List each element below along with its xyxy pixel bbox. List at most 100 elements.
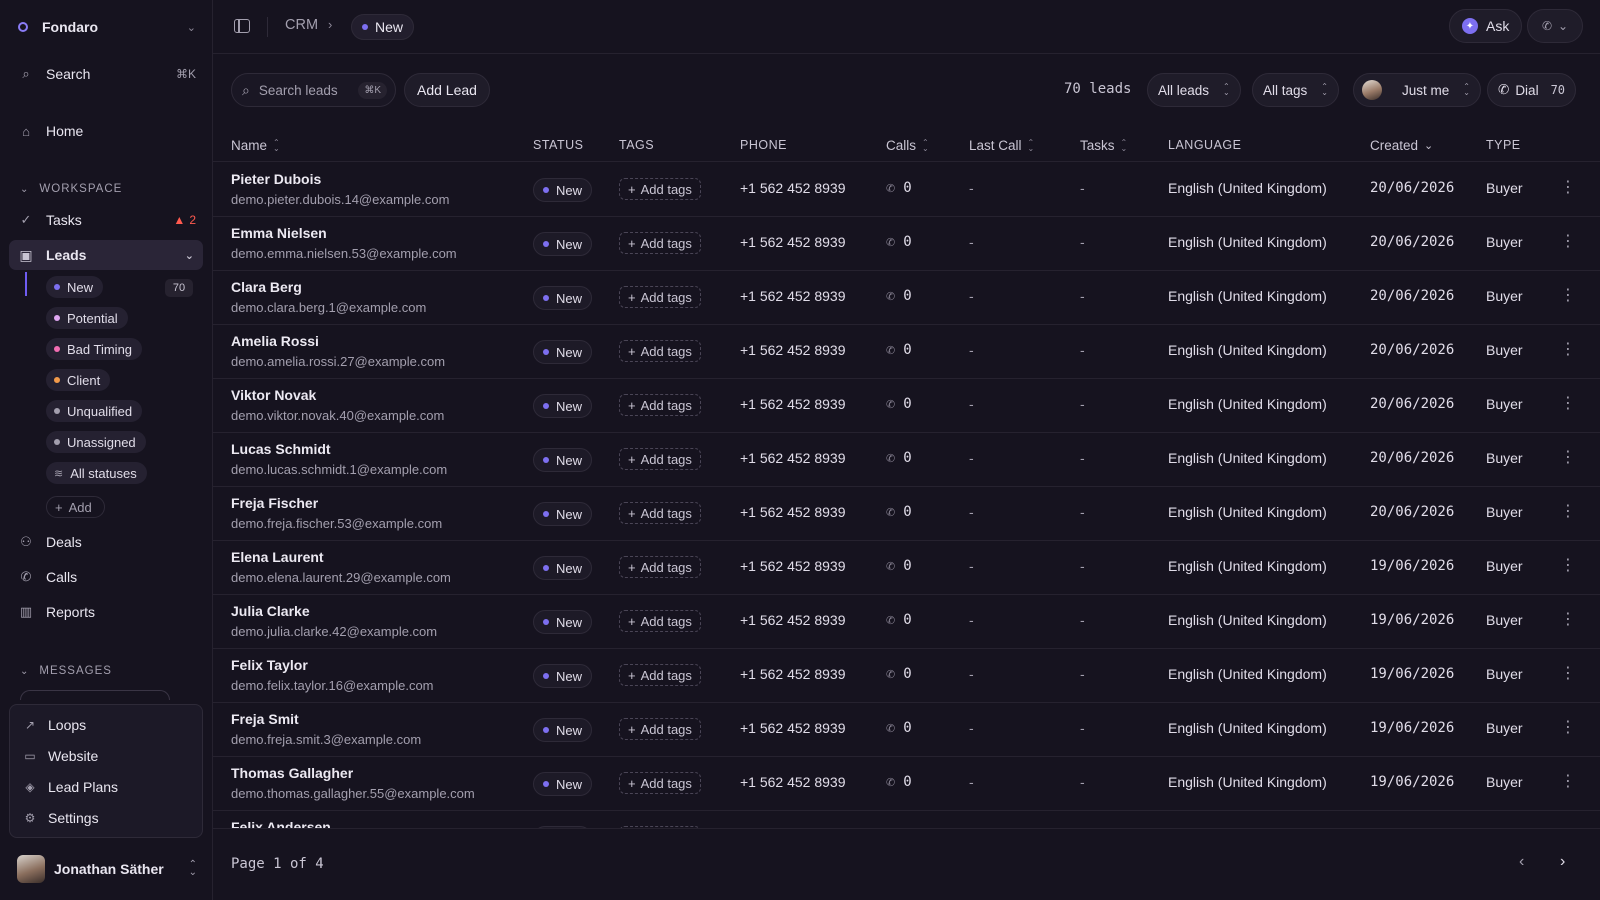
lead-name[interactable]: Julia Clarke (231, 603, 310, 619)
status-filter-unqualified[interactable]: Unqualified (46, 400, 143, 422)
workspace-section-header[interactable]: ⌄ WORKSPACE (20, 183, 122, 195)
table-row[interactable]: Felix Andersen New + Add tags ✆ ⋮ (213, 811, 1600, 828)
table-row[interactable]: Freja Fischer demo.freja.fischer.53@exam… (213, 487, 1600, 541)
lead-phone[interactable]: +1 562 452 8939 (740, 774, 846, 790)
lead-phone[interactable]: +1 562 452 8939 (740, 180, 846, 196)
status-filter-all[interactable]: ≋ All statuses (46, 462, 147, 484)
status-badge[interactable]: New (533, 394, 593, 418)
breadcrumb-current[interactable]: New (351, 14, 415, 40)
add-tags-button[interactable]: + Add tags (619, 502, 701, 524)
more-options-icon[interactable]: ⋮ (1560, 179, 1576, 196)
workspace-switcher[interactable]: Fondaro ⌄ (18, 16, 196, 38)
column-header-tasks[interactable]: Tasks ⌃ ⌄ (1080, 138, 1127, 153)
phone-menu-button[interactable]: ✆ ⌄ (1527, 9, 1583, 43)
next-page-icon[interactable]: › (1560, 853, 1566, 870)
add-tags-button[interactable]: + Add tags (619, 556, 701, 578)
user-menu[interactable]: Jonathan Säther ⌃ ⌄ (17, 855, 197, 883)
add-tags-button[interactable]: + Add tags (619, 448, 701, 470)
column-header-created[interactable]: Created ⌄ (1370, 138, 1433, 153)
search-leads[interactable]: ⌕ ⌘K (231, 73, 396, 107)
search-input[interactable] (258, 82, 347, 98)
add-status-button[interactable]: + Add (46, 496, 105, 518)
prev-page-icon[interactable]: ‹ (1519, 853, 1525, 870)
add-tags-button[interactable]: + Add tags (619, 178, 701, 200)
lead-phone[interactable]: +1 562 452 8939 (740, 504, 846, 520)
add-lead-button[interactable]: Add Lead (404, 73, 490, 107)
more-options-icon[interactable]: ⋮ (1560, 503, 1576, 520)
lead-phone[interactable]: +1 562 452 8939 (740, 396, 846, 412)
table-row[interactable]: Julia Clarke demo.julia.clarke.42@exampl… (213, 595, 1600, 649)
table-row[interactable]: Pieter Dubois demo.pieter.dubois.14@exam… (213, 163, 1600, 217)
filter-owner[interactable]: Just me ⌃ ⌄ (1353, 73, 1481, 107)
status-badge[interactable]: New (533, 232, 593, 256)
status-filter-new[interactable]: New (46, 276, 104, 298)
status-badge[interactable]: New (533, 448, 593, 472)
more-options-icon[interactable]: ⋮ (1560, 395, 1576, 412)
sidebar-item-home[interactable]: ⌂ Home (18, 116, 196, 146)
filter-tags[interactable]: All tags ⌃ ⌄ (1252, 73, 1339, 107)
status-filter-unassigned[interactable]: Unassigned (46, 431, 146, 453)
lead-name[interactable]: Lucas Schmidt (231, 441, 331, 457)
status-badge[interactable]: New (533, 502, 593, 526)
more-options-icon[interactable]: ⋮ (1560, 611, 1576, 628)
messages-section-header[interactable]: ⌄ MESSAGES (20, 665, 112, 677)
more-options-icon[interactable]: ⋮ (1560, 719, 1576, 736)
column-header-last-call[interactable]: Last Call ⌃ ⌄ (969, 138, 1034, 153)
breadcrumb-crm[interactable]: CRM (285, 17, 319, 33)
lead-phone[interactable]: +1 562 452 8939 (740, 342, 846, 358)
menu-item-website[interactable]: ▭ Website (22, 744, 98, 768)
status-filter-client[interactable]: Client (46, 369, 111, 391)
lead-name[interactable]: Thomas Gallagher (231, 765, 354, 781)
add-tags-button[interactable]: + Add tags (619, 286, 701, 308)
sidebar-item-deals[interactable]: ⚇ Deals (18, 527, 196, 557)
more-options-icon[interactable]: ⋮ (1560, 825, 1576, 828)
sidebar-item-reports[interactable]: ▥ Reports (18, 597, 196, 627)
add-tags-button[interactable]: + Add tags (619, 232, 701, 254)
table-row[interactable]: Felix Taylor demo.felix.taylor.16@exampl… (213, 649, 1600, 703)
status-badge[interactable]: New (533, 772, 593, 796)
lead-phone[interactable]: +1 562 452 8939 (740, 720, 846, 736)
lead-name[interactable]: Felix Taylor (231, 657, 308, 673)
more-options-icon[interactable]: ⋮ (1560, 449, 1576, 466)
status-filter-bad-timing[interactable]: Bad Timing (46, 338, 143, 360)
sidebar-item-tasks[interactable]: ✓ Tasks ▲ 2 (18, 205, 196, 235)
filter-leads[interactable]: All leads ⌃ ⌄ (1147, 73, 1241, 107)
status-badge[interactable]: New (533, 340, 593, 364)
sidebar-item-calls[interactable]: ✆ Calls (18, 562, 196, 592)
add-tags-button[interactable]: + Add tags (619, 664, 701, 686)
table-row[interactable]: Viktor Novak demo.viktor.novak.40@exampl… (213, 379, 1600, 433)
column-header-name[interactable]: Name ⌃ ⌄ (231, 138, 280, 153)
more-options-icon[interactable]: ⋮ (1560, 665, 1576, 682)
lead-name[interactable]: Viktor Novak (231, 387, 317, 403)
lead-phone[interactable]: +1 562 452 8939 (740, 558, 846, 574)
lead-name[interactable]: Freja Smit (231, 711, 299, 727)
lead-name[interactable]: Elena Laurent (231, 549, 324, 565)
lead-name[interactable]: Amelia Rossi (231, 333, 319, 349)
table-row[interactable]: Thomas Gallagher demo.thomas.gallagher.5… (213, 757, 1600, 811)
status-badge[interactable]: New (533, 286, 593, 310)
more-options-icon[interactable]: ⋮ (1560, 287, 1576, 304)
menu-item-loops[interactable]: ↗ Loops (22, 713, 86, 737)
table-row[interactable]: Emma Nielsen demo.emma.nielsen.53@exampl… (213, 217, 1600, 271)
table-row[interactable]: Amelia Rossi demo.amelia.rossi.27@exampl… (213, 325, 1600, 379)
lead-name[interactable]: Clara Berg (231, 279, 302, 295)
lead-name[interactable]: Felix Andersen (231, 819, 331, 828)
sidebar-item-leads[interactable]: ▣ Leads ⌄ (9, 240, 203, 270)
sidebar-toggle-icon[interactable] (234, 19, 250, 33)
menu-item-settings[interactable]: ⚙ Settings (22, 806, 99, 830)
dial-button[interactable]: ✆ Dial 70 (1487, 73, 1577, 107)
add-tags-button[interactable]: + Add tags (619, 394, 701, 416)
table-row[interactable]: Clara Berg demo.clara.berg.1@example.com… (213, 271, 1600, 325)
sidebar-search[interactable]: ⌕ Search ⌘K (18, 59, 196, 89)
table-row[interactable]: Lucas Schmidt demo.lucas.schmidt.1@examp… (213, 433, 1600, 487)
lead-name[interactable]: Pieter Dubois (231, 171, 322, 187)
status-badge[interactable]: New (533, 178, 593, 202)
ask-button[interactable]: ✦ Ask (1449, 9, 1523, 43)
lead-phone[interactable]: +1 562 452 8939 (740, 612, 846, 628)
add-tags-button[interactable]: + Add tags (619, 718, 701, 740)
lead-name[interactable]: Emma Nielsen (231, 225, 327, 241)
status-badge[interactable]: New (533, 610, 593, 634)
table-row[interactable]: Elena Laurent demo.elena.laurent.29@exam… (213, 541, 1600, 595)
column-header-calls[interactable]: Calls ⌃ ⌄ (886, 138, 929, 153)
table-row[interactable]: Freja Smit demo.freja.smit.3@example.com… (213, 703, 1600, 757)
